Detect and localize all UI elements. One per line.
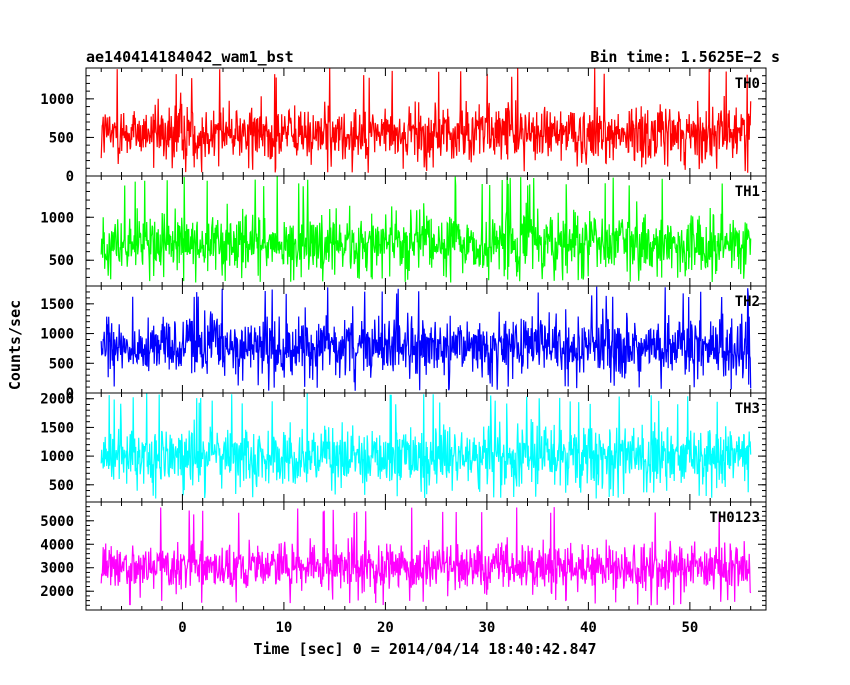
x-axis-label: Time [sec] 0 = 2014/04/14 18:40:42.847	[253, 640, 596, 658]
series-th2	[100, 286, 752, 391]
y-tick-label: 1000	[40, 327, 74, 343]
y-tick-label: 2000	[40, 392, 74, 408]
panel-th0: 0 500 1000 TH0	[40, 67, 767, 185]
y-tick-label: 500	[49, 478, 74, 494]
bin-time-label: Bin time: 1.5625E−2 s	[590, 48, 780, 66]
series-th0	[100, 68, 752, 173]
panel-th3: 500 1000 1500 2000 TH3	[40, 392, 767, 503]
y-tick-label: 1000	[40, 210, 74, 226]
panel-label: TH3	[735, 401, 760, 417]
x-tick-label: 50	[681, 620, 698, 636]
y-tick-label: 500	[49, 356, 74, 372]
y-tick-label: 1500	[40, 420, 74, 436]
chart-title: ae140414184042_wam1_bst	[86, 48, 294, 66]
series-th0123	[100, 507, 752, 606]
panel-th2: 0 500 1000 1500 TH2	[40, 285, 767, 402]
y-tick-label: 0	[66, 169, 74, 185]
x-tick-label: 10	[275, 620, 292, 636]
panel-label: TH2	[735, 294, 760, 310]
x-tick-label: 30	[478, 620, 495, 636]
y-tick-label: 500	[49, 253, 74, 269]
y-tick-label: 5000	[40, 514, 74, 530]
panel-label: TH1	[735, 184, 760, 200]
y-tick-label: 4000	[40, 537, 74, 553]
panel-th0123: 2000 3000 4000 5000 TH0123	[40, 501, 767, 611]
x-tick-label: 0	[178, 620, 186, 636]
y-tick-label: 0	[66, 386, 74, 402]
y-tick-label: 3000	[40, 561, 74, 577]
y-tick-label: 1000	[40, 449, 74, 465]
panel-label: TH0123	[709, 510, 760, 526]
series-th1	[100, 176, 752, 283]
y-tick-label: 500	[49, 130, 74, 146]
x-tick-label: 20	[377, 620, 394, 636]
panel-th1: 500 1000 TH1	[40, 175, 767, 287]
panels-group: 0 500 1000 TH0 500 1000 TH1 0 500 1000 1500 TH2 500 1…	[40, 67, 767, 611]
y-tick-label: 1500	[40, 297, 74, 313]
y-tick-label: 1000	[40, 92, 74, 108]
x-axis: 0 10 20 30 40 50	[178, 620, 698, 636]
panel-label: TH0	[735, 76, 760, 92]
series-th3	[100, 393, 752, 499]
y-tick-label: 2000	[40, 584, 74, 600]
x-tick-label: 40	[580, 620, 597, 636]
y-axis-label: Counts/sec	[6, 300, 24, 390]
